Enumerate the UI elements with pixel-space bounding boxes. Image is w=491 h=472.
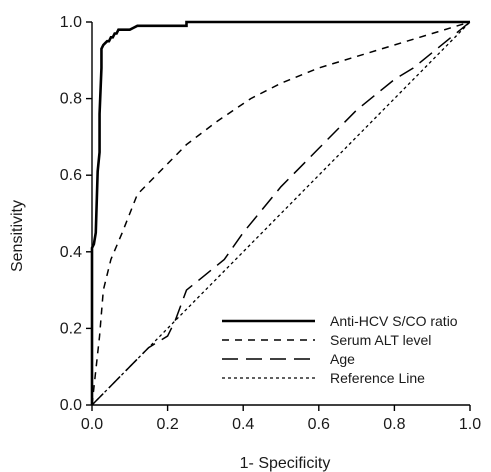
y-tick-label: 0.0 xyxy=(60,397,82,414)
y-axis-label: Sensitivity xyxy=(9,200,26,272)
y-tick-label: 1.0 xyxy=(60,14,82,31)
y-tick-label: 0.6 xyxy=(60,167,82,184)
x-tick-label: 0.0 xyxy=(81,416,103,433)
series-line-serum-alt-level xyxy=(91,21,471,406)
x-tick-label: 0.2 xyxy=(156,416,178,433)
x-tick-label: 1.0 xyxy=(459,416,481,433)
series-line-age xyxy=(91,21,471,406)
legend: Anti-HCV S/CO ratio Serum ALT level Age Ref… xyxy=(222,313,458,386)
x-tick-label: 0.4 xyxy=(232,416,254,433)
series-line-anti-hcv-s-co-ratio xyxy=(90,20,470,405)
series-layer xyxy=(90,20,471,406)
y-tick-label: 0.8 xyxy=(60,91,82,108)
y-tick-label: 0.4 xyxy=(60,244,82,261)
ticks-layer: 0.0 0.2 0.4 0.6 0.8 1.0 0.0 0.2 0.4 0.6 0.8 1.0 xyxy=(60,14,481,433)
x-axis-label: 1- Specificity xyxy=(240,455,331,472)
legend-label-reference-line: Reference Line xyxy=(330,370,425,386)
legend-label-age: Age xyxy=(330,351,355,367)
y-tick-label: 0.2 xyxy=(60,320,82,337)
legend-label-serum-alt-level: Serum ALT level xyxy=(330,332,431,348)
legend-label-anti-hcv-s-co-ratio: Anti-HCV S/CO ratio xyxy=(330,313,458,329)
x-tick-label: 0.8 xyxy=(383,416,405,433)
x-tick-label: 0.6 xyxy=(308,416,330,433)
